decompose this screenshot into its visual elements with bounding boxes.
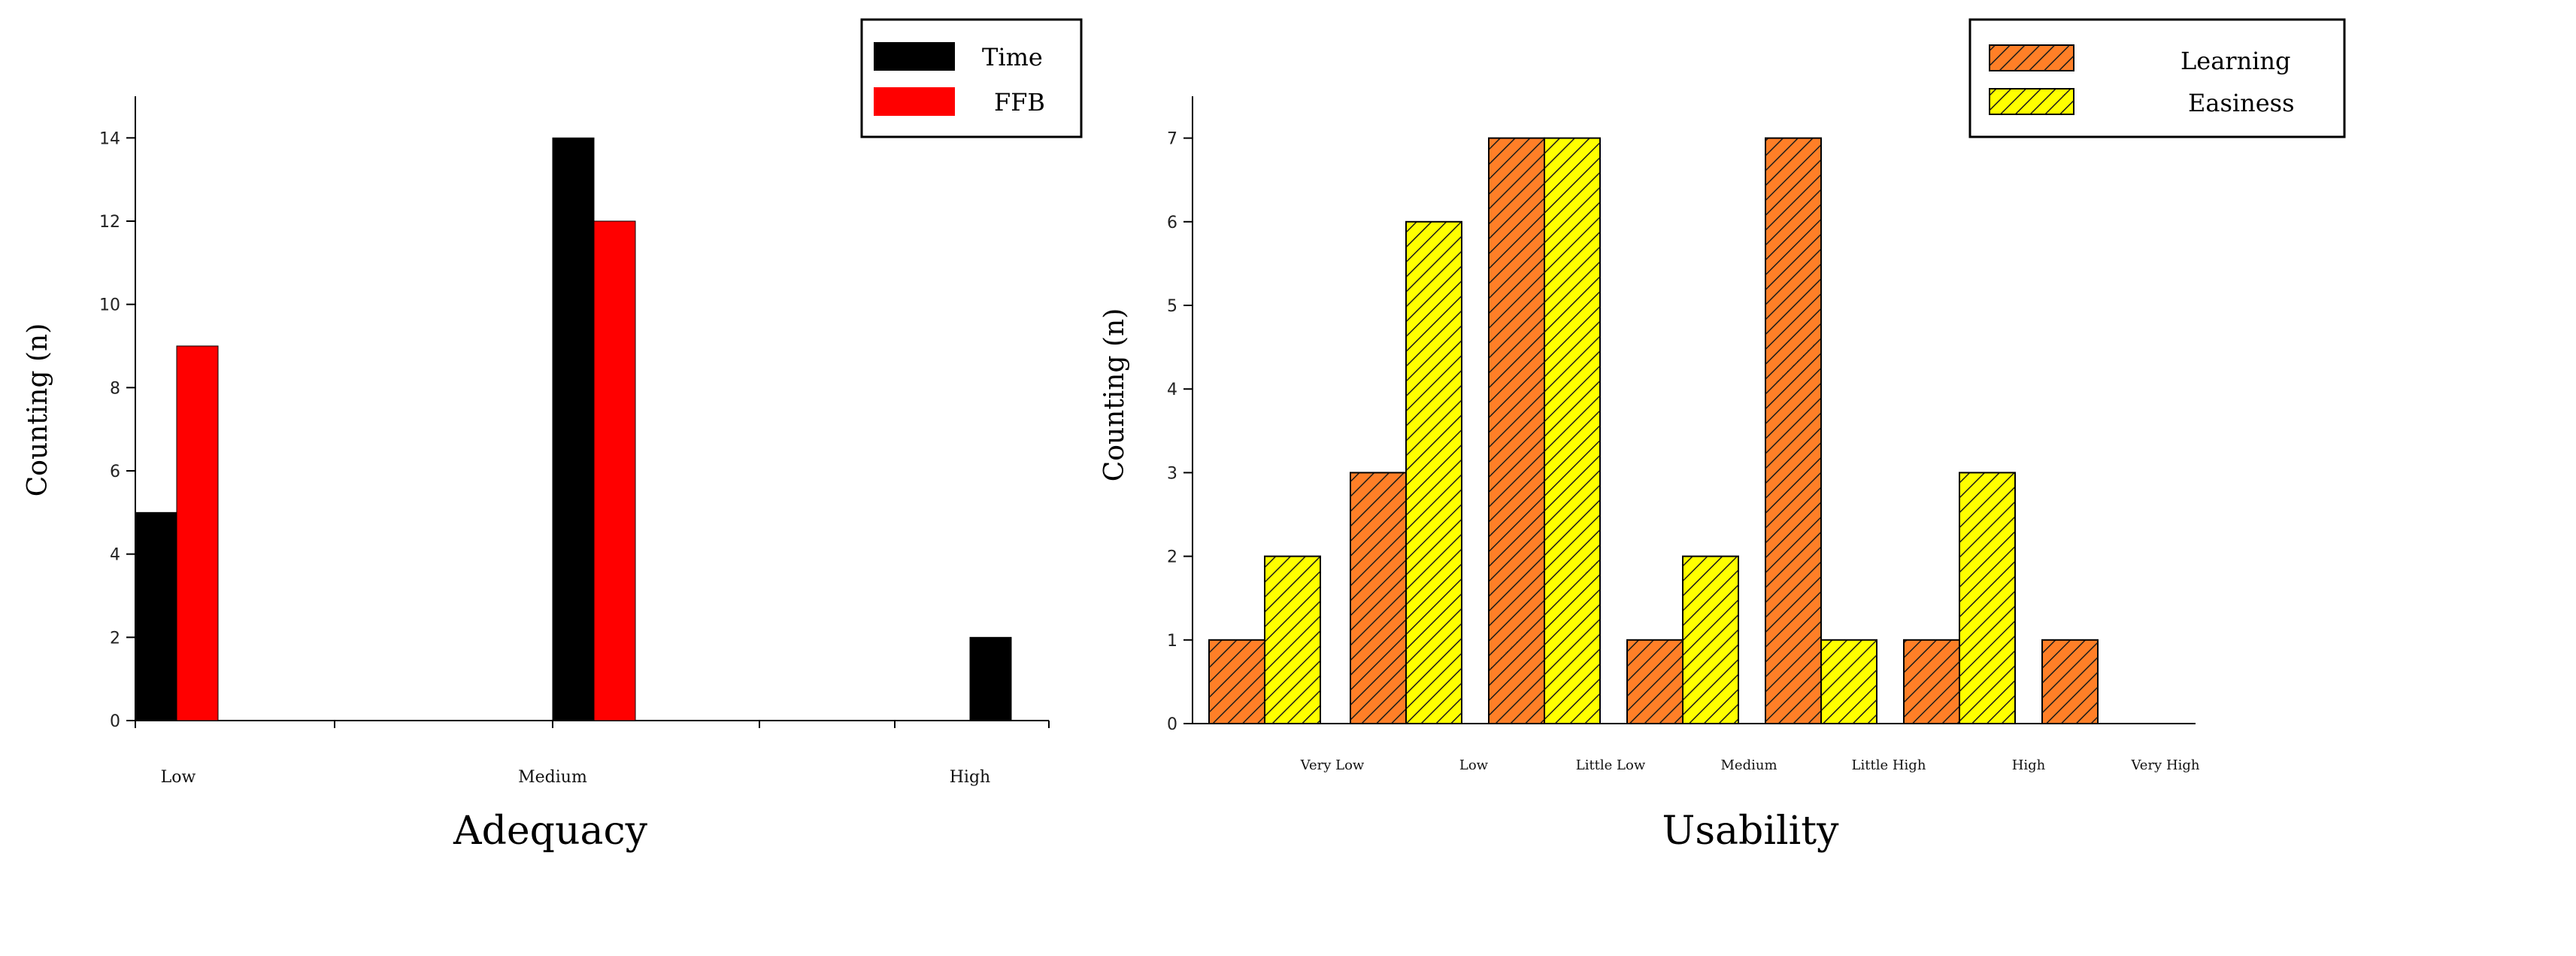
legend-swatch-learning [1989, 44, 2074, 71]
bar-easiness-low [1405, 220, 1462, 724]
legend-label-learning: Learning [2181, 47, 2291, 75]
legend-label-ffb: FFB [994, 88, 1045, 117]
legend-swatch-ffb [874, 87, 955, 116]
bar-easiness-little-high [1820, 639, 1877, 724]
usability-category-very-high: Very High [2130, 757, 2199, 773]
legend-swatch-time [874, 42, 955, 71]
usability-category-little-low: Little Low [1576, 757, 1646, 773]
adequacy-ytick-label: 14 [99, 129, 120, 148]
usability-y-axis-label: Counting (n) [1099, 308, 1130, 482]
usability-chart: 0 1 2 3 4 5 6 7 Very Low Low Little Low Medium Litt… [1099, 18, 2346, 854]
adequacy-title: Adequacy [453, 809, 648, 854]
adequacy-y-axis-label: Counting (n) [23, 323, 53, 497]
adequacy-ytick-label: 8 [110, 379, 120, 398]
adequacy-ytick-label: 2 [110, 629, 120, 648]
bar-time-low [135, 511, 177, 721]
usability-ytick-label: 3 [1167, 464, 1177, 483]
adequacy-legend-box [860, 18, 1083, 138]
legend-label-easiness: Easiness [2188, 89, 2294, 117]
bar-learning-very-low [1208, 639, 1265, 724]
usability-category-high: High [2012, 757, 2046, 773]
bar-learning-high [1903, 639, 1960, 724]
usability-ytick-label: 2 [1167, 548, 1177, 567]
bar-time-medium [552, 137, 595, 721]
bar-ffb-medium [593, 220, 636, 721]
usability-ytick-label: 0 [1167, 715, 1177, 734]
bar-ffb-low [176, 345, 219, 721]
adequacy-category-medium: Medium [518, 768, 587, 787]
usability-ytick-label: 6 [1167, 214, 1177, 232]
bar-easiness-little-low [1544, 137, 1601, 725]
bar-learning-medium [1626, 639, 1683, 724]
bar-learning-little-high [1765, 137, 1822, 725]
usability-category-low: Low [1459, 757, 1489, 773]
bar-easiness-very-low [1264, 555, 1321, 724]
usability-legend-box [1968, 18, 2346, 138]
usability-category-medium: Medium [1720, 757, 1777, 773]
adequacy-ytick-label: 6 [110, 463, 120, 481]
legend-swatch-easiness [1989, 88, 2074, 115]
adequacy-ytick-label: 12 [99, 213, 120, 232]
usability-category-very-low: Very Low [1300, 757, 1365, 773]
bar-time-high [969, 636, 1012, 721]
legend-label-time: Time [982, 43, 1043, 71]
adequacy-legend: Time FFB [860, 18, 1083, 138]
bar-learning-very-high [2041, 639, 2099, 724]
bar-easiness-medium [1682, 555, 1739, 724]
usability-ytick-label: 7 [1167, 130, 1177, 149]
usability-title: Usability [1662, 809, 1840, 854]
bar-learning-little-low [1488, 137, 1545, 725]
adequacy-chart: 0 2 4 6 8 10 12 14 Low Medium High Counting (n) A… [23, 18, 1083, 854]
adequacy-ytick-label: 0 [110, 712, 120, 731]
adequacy-ytick-label: 10 [99, 296, 120, 315]
adequacy-ytick-label: 4 [110, 546, 120, 565]
usability-ytick-label: 4 [1167, 381, 1177, 399]
bar-learning-low [1350, 472, 1407, 725]
adequacy-category-low: Low [161, 768, 196, 787]
adequacy-category-high: High [950, 768, 990, 787]
usability-ytick-label: 5 [1167, 297, 1177, 316]
usability-category-little-high: Little High [1852, 757, 1926, 773]
usability-ytick-label: 1 [1167, 632, 1177, 651]
usability-legend: Learning Easiness [1968, 18, 2346, 138]
bar-easiness-high [1959, 472, 2016, 725]
